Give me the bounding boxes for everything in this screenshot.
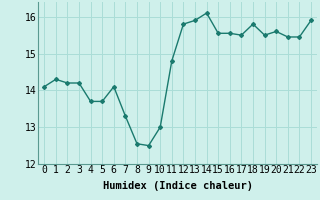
- X-axis label: Humidex (Indice chaleur): Humidex (Indice chaleur): [103, 181, 252, 191]
